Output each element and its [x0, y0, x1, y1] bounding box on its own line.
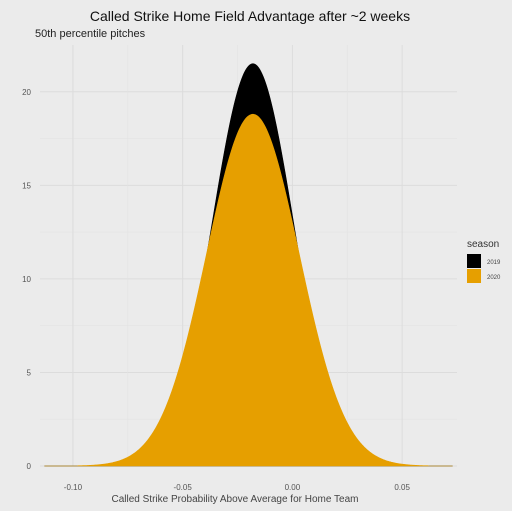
x-tick-label: 0.05 [394, 483, 410, 492]
chart-title: Called Strike Home Field Advantage after… [90, 8, 410, 24]
legend-key-2019 [467, 254, 481, 268]
y-axis-ticks: 0 5 10 15 20 [22, 88, 31, 471]
y-tick-label: 5 [27, 368, 32, 377]
x-axis-label: Called Strike Probability Above Average … [112, 494, 359, 505]
legend-items: 2019 2020 [467, 254, 501, 283]
legend-title: season [467, 239, 499, 250]
chart-subtitle: 50th percentile pitches [35, 28, 146, 40]
y-tick-label: 0 [27, 462, 32, 471]
legend: season 2019 2020 [467, 239, 501, 283]
x-tick-label: -0.10 [64, 483, 83, 492]
y-tick-label: 15 [22, 181, 31, 190]
density-series [44, 63, 453, 467]
x-tick-label: 0.00 [285, 483, 301, 492]
y-tick-label: 10 [22, 275, 31, 284]
x-tick-label: -0.05 [174, 483, 193, 492]
legend-label-2019: 2019 [487, 260, 501, 266]
x-axis-ticks: -0.10 -0.05 0.00 0.05 [64, 483, 411, 492]
legend-label-2020: 2020 [487, 275, 501, 281]
density-area-2020 [44, 113, 453, 467]
y-tick-label: 20 [22, 88, 31, 97]
legend-key-2020 [467, 269, 481, 283]
